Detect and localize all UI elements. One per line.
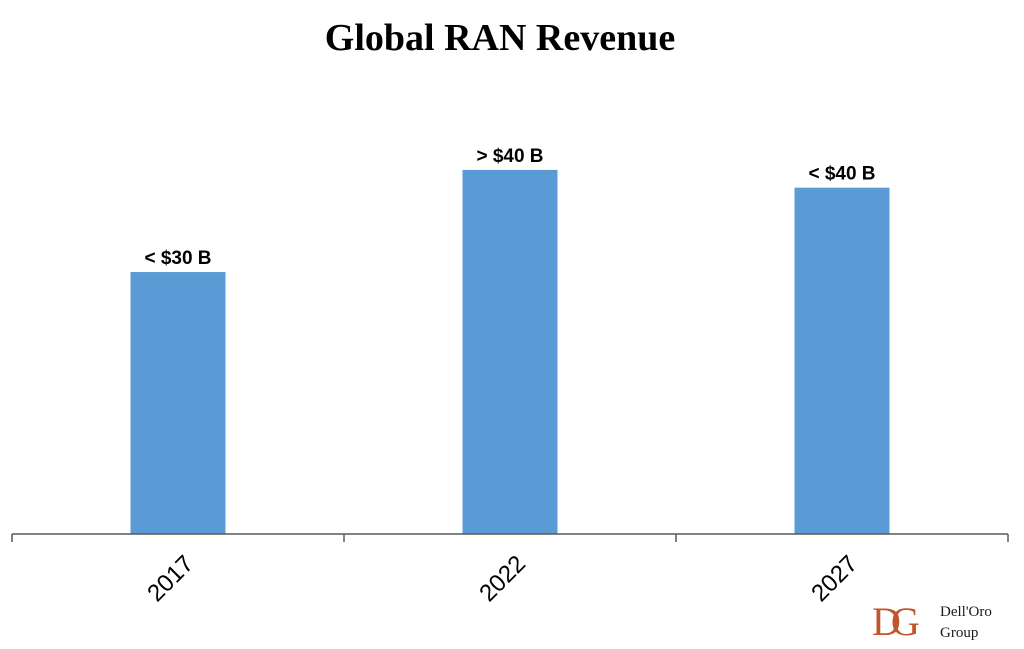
x-axis-tick-labels: 2017 2022 2027 (142, 550, 863, 607)
bar-2027 (794, 187, 890, 534)
logo-line-2: Group (940, 625, 978, 641)
data-labels: < $30 B > $40 B < $40 B (144, 146, 875, 269)
logo-line-1: Dell'Oro (940, 604, 992, 620)
bar-2022 (462, 169, 558, 535)
x-axis-ticks (11, 534, 1009, 542)
x-tick-label-2017: 2017 (142, 550, 199, 607)
x-tick-label-2027: 2027 (806, 550, 863, 607)
dell-oro-group-logo: DG Dell'Oro Group (872, 599, 992, 644)
bars (130, 169, 890, 535)
data-label-2017: < $30 B (144, 248, 211, 269)
data-label-2027: < $40 B (808, 164, 875, 185)
data-label-2022: > $40 B (476, 146, 543, 167)
chart-title: Global RAN Revenue (325, 17, 675, 59)
bar-2017 (130, 272, 226, 534)
x-tick-label-2022: 2022 (474, 550, 531, 607)
logo-monogram: DG (872, 599, 919, 644)
